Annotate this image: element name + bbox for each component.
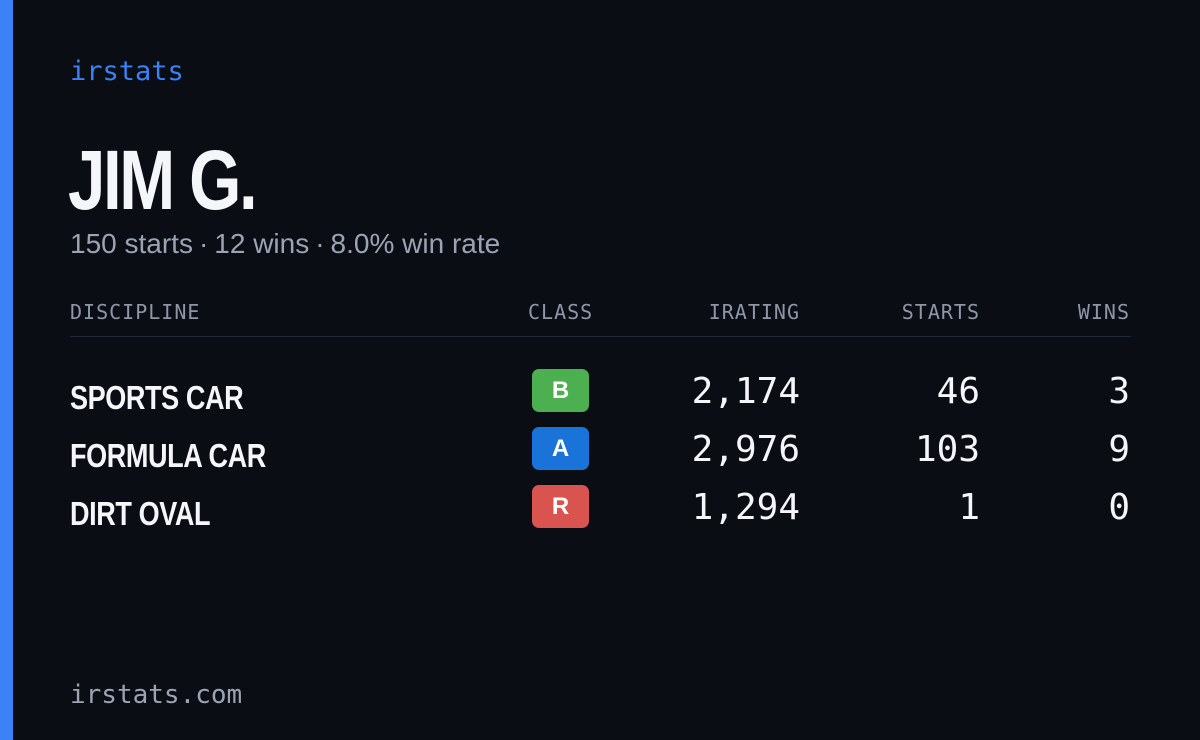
class-badge: B (532, 369, 589, 412)
header-irating: IRATING (708, 300, 800, 324)
discipline-name: SPORTS CAR (70, 379, 244, 416)
discipline-table: DISCIPLINE CLASS IRATING STARTS WINS SPO… (70, 298, 1131, 543)
wins-value: 3 (1108, 371, 1130, 412)
irating-value: 1,294 (691, 487, 800, 528)
brand-logo: irstats (70, 56, 184, 87)
discipline-name: FORMULA CAR (70, 437, 266, 474)
driver-summary: 150 starts · 12 wins · 8.0% win rate (70, 228, 500, 260)
starts-value: 1 (958, 487, 980, 528)
wins-summary: 12 wins (214, 228, 310, 259)
wins-value: 9 (1108, 429, 1130, 470)
discipline-name: DIRT OVAL (70, 495, 211, 532)
table-row: FORMULA CAR A 2,976 103 9 (70, 427, 1131, 485)
starts-summary: 150 starts (70, 228, 193, 259)
separator: · (198, 228, 209, 259)
wins-value: 0 (1108, 487, 1130, 528)
table-body: SPORTS CAR B 2,174 46 3 FORMULA CAR A 2,… (70, 337, 1131, 543)
irating-value: 2,976 (691, 429, 800, 470)
table-row: DIRT OVAL R 1,294 1 0 (70, 485, 1131, 543)
header-starts: STARTS (901, 300, 980, 324)
table-header: DISCIPLINE CLASS IRATING STARTS WINS (70, 298, 1131, 337)
win-rate-summary: 8.0% win rate (330, 228, 501, 259)
starts-value: 103 (914, 429, 980, 470)
table-row: SPORTS CAR B 2,174 46 3 (70, 369, 1131, 427)
accent-bar (0, 0, 13, 740)
footer-url: irstats.com (70, 680, 243, 710)
header-wins: WINS (1077, 300, 1130, 324)
class-badge: A (532, 427, 589, 470)
class-badge: R (532, 485, 589, 528)
header-class: CLASS (528, 300, 594, 324)
starts-value: 46 (936, 371, 980, 412)
irating-value: 2,174 (691, 371, 800, 412)
driver-name: JIM G. (68, 133, 258, 227)
separator: · (315, 228, 325, 259)
header-discipline: DISCIPLINE (70, 300, 201, 324)
